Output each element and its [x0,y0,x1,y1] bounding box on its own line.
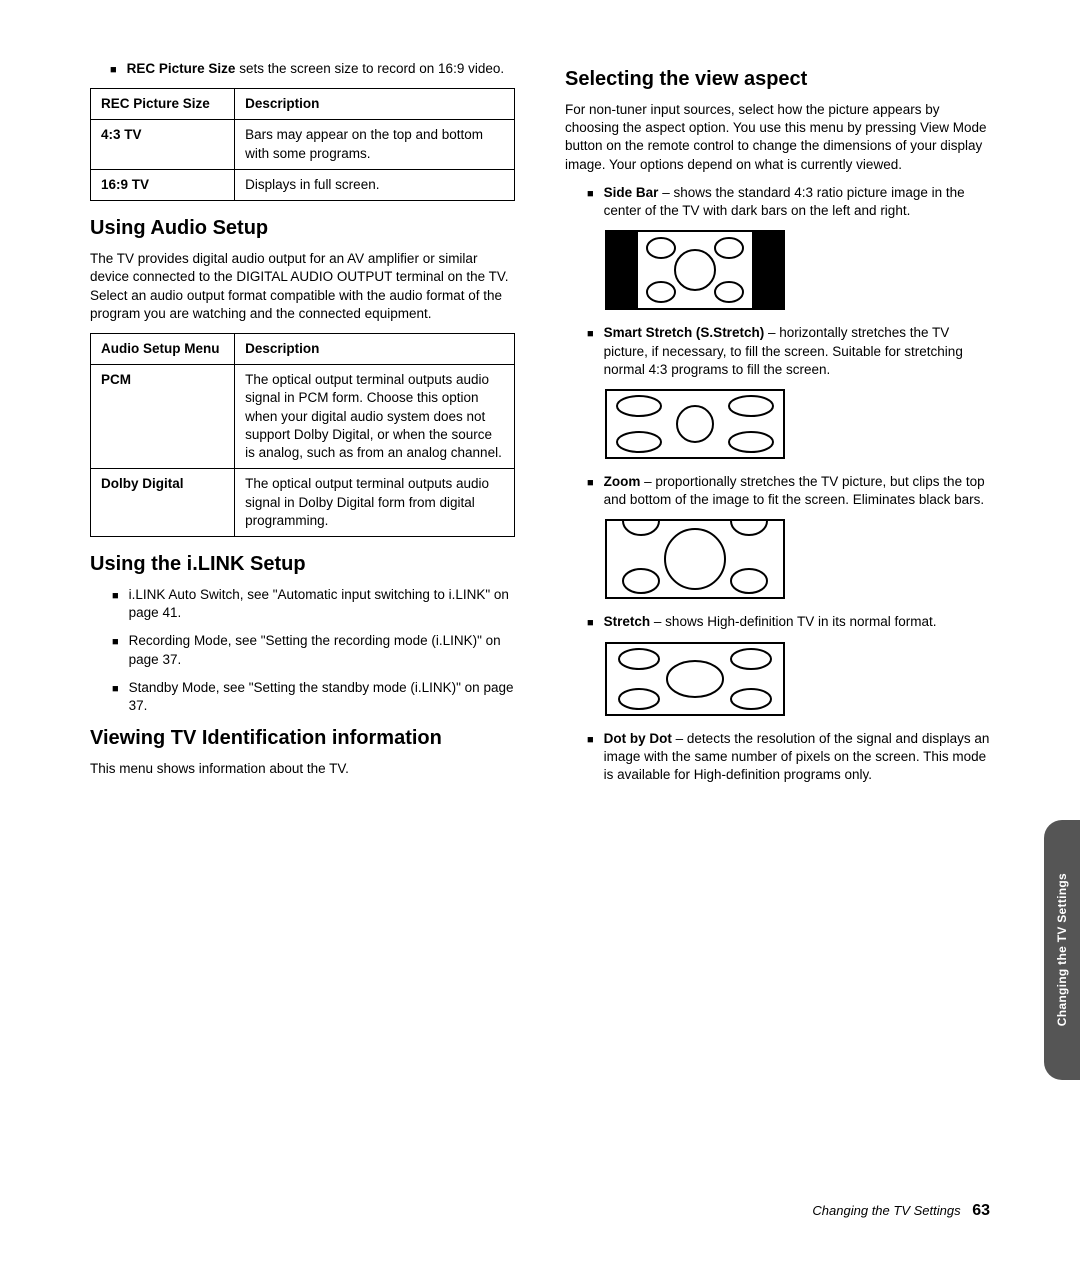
audio-table-header-1: Audio Setup Menu [91,333,235,364]
list-item: ■ Side Bar – shows the standard 4:3 rati… [587,184,990,220]
aspect-item-rest: – proportionally stretches the TV pictur… [604,474,985,507]
ilink-item-text: Standby Mode, see "Setting the standby m… [129,679,515,715]
aspect-item-strong: Side Bar [604,185,659,200]
table-row: PCM The optical output terminal outputs … [91,365,515,469]
rec-picture-text: REC Picture Size sets the screen size to… [127,60,504,78]
aspect-item-text: Zoom – proportionally stretches the TV p… [604,473,990,509]
audio-setup-para: The TV provides digital audio output for… [90,250,515,323]
rec-row-key: 16:9 TV [91,169,235,200]
square-bullet-icon: ■ [587,187,594,220]
audio-setup-table: Audio Setup Menu Description PCM The opt… [90,333,515,537]
side-tab: Changing the TV Settings [1044,820,1080,1080]
aspect-heading: Selecting the view aspect [565,66,990,93]
aspect-item-strong: Dot by Dot [604,731,672,746]
rec-picture-rest: sets the screen size to record on 16:9 v… [235,61,504,76]
table-row: Dolby Digital The optical output termina… [91,469,515,537]
square-bullet-icon: ■ [587,733,594,785]
list-item: ■ Dot by Dot – detects the resolution of… [587,730,990,785]
page-footer: Changing the TV Settings 63 [812,1200,990,1222]
list-item: ■ Smart Stretch (S.Stretch) – horizontal… [587,324,990,379]
ilink-item-text: i.LINK Auto Switch, see "Automatic input… [129,586,515,622]
audio-row-val: The optical output terminal outputs audi… [235,469,515,537]
square-bullet-icon: ■ [587,327,594,379]
tvid-heading: Viewing TV Identification information [90,725,515,752]
audio-row-key: Dolby Digital [91,469,235,537]
ilink-heading: Using the i.LINK Setup [90,551,515,578]
side-tab-label: Changing the TV Settings [1054,873,1070,1026]
table-row: 4:3 TV Bars may appear on the top and bo… [91,120,515,169]
list-item: ■ Zoom – proportionally stretches the TV… [587,473,990,509]
left-column: ■ REC Picture Size sets the screen size … [90,60,515,794]
page-number: 63 [972,1202,990,1219]
right-column: Selecting the view aspect For non-tuner … [565,60,990,794]
rec-picture-strong: REC Picture Size [127,61,236,76]
aspect-para: For non-tuner input sources, select how … [565,101,990,174]
tvid-para: This menu shows information about the TV… [90,760,515,778]
square-bullet-icon: ■ [110,63,117,78]
zoom-diagram [605,519,990,599]
footer-text: Changing the TV Settings [812,1203,960,1218]
sidebar-diagram [605,230,990,310]
aspect-item-text: Smart Stretch (S.Stretch) – horizontally… [604,324,990,379]
list-item: ■ Standby Mode, see "Setting the standby … [112,679,515,715]
audio-setup-heading: Using Audio Setup [90,215,515,242]
aspect-list: ■ Stretch – shows High-definition TV in … [587,613,990,631]
aspect-item-strong: Smart Stretch (S.Stretch) [604,325,765,340]
square-bullet-icon: ■ [112,682,119,715]
aspect-item-strong: Zoom [604,474,641,489]
aspect-item-rest: – shows the standard 4:3 ratio picture i… [604,185,965,218]
audio-row-key: PCM [91,365,235,469]
square-bullet-icon: ■ [587,476,594,509]
ilink-item-text: Recording Mode, see "Setting the recordi… [129,632,515,668]
aspect-list: ■ Dot by Dot – detects the resolution of… [587,730,990,785]
aspect-list: ■ Smart Stretch (S.Stretch) – horizontal… [587,324,990,379]
aspect-list: ■ Zoom – proportionally stretches the TV… [587,473,990,509]
rec-row-key: 4:3 TV [91,120,235,169]
rec-row-val: Bars may appear on the top and bottom wi… [235,120,515,169]
square-bullet-icon: ■ [587,616,594,631]
smartstretch-diagram [605,389,990,459]
ilink-list: ■ i.LINK Auto Switch, see "Automatic inpu… [112,586,515,715]
aspect-item-text: Stretch – shows High-definition TV in it… [604,613,990,631]
rec-picture-bullet: ■ REC Picture Size sets the screen size … [110,60,515,78]
aspect-item-rest: – shows High-definition TV in its normal… [650,614,936,629]
list-item: ■ Stretch – shows High-definition TV in … [587,613,990,631]
square-bullet-icon: ■ [112,589,119,622]
list-item: ■ Recording Mode, see "Setting the record… [112,632,515,668]
square-bullet-icon: ■ [112,635,119,668]
rec-table-header-1: REC Picture Size [91,89,235,120]
list-item: ■ i.LINK Auto Switch, see "Automatic inpu… [112,586,515,622]
aspect-item-strong: Stretch [604,614,651,629]
stretch-diagram [605,642,990,716]
rec-table-header-2: Description [235,89,515,120]
audio-row-val: The optical output terminal outputs audi… [235,365,515,469]
aspect-list: ■ Side Bar – shows the standard 4:3 rati… [587,184,990,220]
table-row: 16:9 TV Displays in full screen. [91,169,515,200]
rec-row-val: Displays in full screen. [235,169,515,200]
aspect-item-text: Dot by Dot – detects the resolution of t… [604,730,990,785]
rec-picture-table: REC Picture Size Description 4:3 TV Bars… [90,88,515,201]
aspect-item-text: Side Bar – shows the standard 4:3 ratio … [604,184,990,220]
audio-table-header-2: Description [235,333,515,364]
